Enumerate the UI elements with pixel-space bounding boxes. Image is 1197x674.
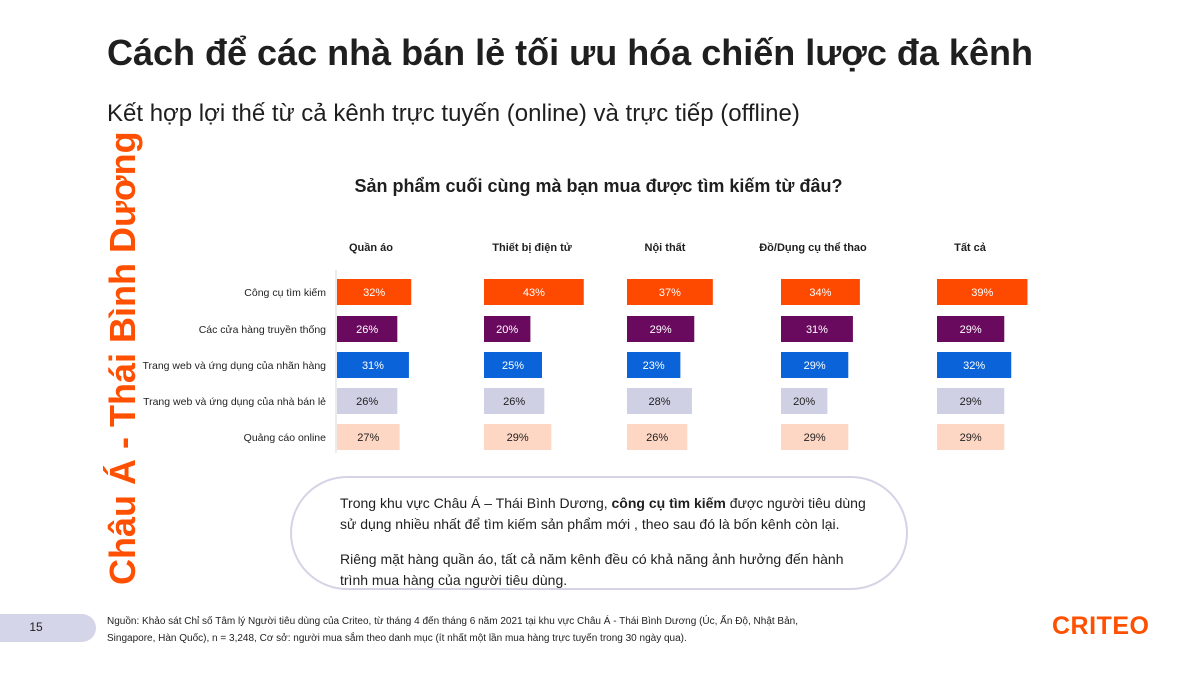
slide-subtitle: Kết hợp lợi thế từ cả kênh trực tuyến (o… — [107, 100, 800, 127]
data-label: 43% — [523, 287, 545, 299]
bar — [484, 352, 542, 378]
bar — [627, 352, 681, 378]
data-label: 29% — [804, 432, 826, 444]
data-label: 29% — [650, 324, 672, 336]
data-label: 29% — [960, 324, 982, 336]
data-label: 37% — [659, 287, 681, 299]
bar — [484, 279, 584, 305]
callout-paragraph-2: Riêng mặt hàng quần áo, tất cả năm kênh … — [340, 551, 844, 588]
bar — [781, 424, 849, 450]
category-label: Các cửa hàng truyền thống — [199, 324, 326, 336]
data-label: 29% — [804, 360, 826, 372]
page-number: 15 — [29, 620, 43, 634]
insight-callout: Trong khu vực Châu Á – Thái Bình Dương, … — [290, 476, 908, 590]
panel-header: Thiết bị điện tử — [492, 242, 571, 254]
bar — [484, 316, 531, 342]
panel-header: Tất cả — [954, 242, 987, 254]
bar — [484, 388, 545, 414]
panel-header: Đồ/Dụng cụ thể thao — [759, 242, 867, 254]
bar — [337, 352, 409, 378]
callout-highlight: công cụ tìm kiếm — [611, 495, 726, 511]
callout-paragraph-1: Trong khu vực Châu Á – Thái Bình Dương, … — [340, 493, 866, 535]
data-label: 34% — [809, 287, 831, 299]
bar — [781, 352, 849, 378]
slide-title: Cách để các nhà bán lẻ tối ưu hóa chiến … — [107, 32, 1033, 73]
data-label: 25% — [502, 360, 524, 372]
bar — [937, 424, 1005, 450]
data-label: 23% — [643, 360, 665, 372]
criteo-logo: CRITEO — [1052, 612, 1150, 640]
data-label: 26% — [646, 432, 668, 444]
bar — [337, 388, 398, 414]
bar — [627, 279, 713, 305]
panel-header: Quần áo — [349, 242, 393, 254]
bar — [937, 352, 1012, 378]
bar — [781, 388, 828, 414]
data-label: 20% — [793, 396, 815, 408]
bar — [627, 388, 692, 414]
callout-text: được người tiêu dùng sử dụng nhiều nhất … — [340, 495, 866, 532]
bar — [337, 316, 398, 342]
bar-chart: Công cụ tìm kiếm Các cửa hàng truyền thốn… — [142, 242, 1028, 453]
bar — [627, 316, 695, 342]
bar — [337, 424, 400, 450]
bar — [937, 388, 1005, 414]
bar — [484, 424, 552, 450]
data-label: 39% — [971, 287, 993, 299]
data-label: 31% — [362, 360, 384, 372]
data-label: 32% — [363, 287, 385, 299]
bar — [337, 279, 412, 305]
data-label: 32% — [963, 360, 985, 372]
page-number-badge: 15 — [0, 614, 96, 642]
data-label: 27% — [357, 432, 379, 444]
callout-text: Trong khu vực Châu Á – Thái Bình Dương, — [340, 495, 612, 511]
data-label: 26% — [356, 396, 378, 408]
bar — [937, 279, 1028, 305]
data-label: 29% — [960, 396, 982, 408]
data-label: 26% — [503, 396, 525, 408]
chart-title: Sản phẩm cuối cùng mà bạn mua được tìm k… — [354, 176, 843, 196]
data-label: 20% — [496, 324, 518, 336]
bar — [781, 316, 853, 342]
source-line-1: Nguồn: Khảo sát Chỉ số Tâm lý Người tiêu… — [107, 616, 799, 627]
data-label: 29% — [507, 432, 529, 444]
category-label: Trang web và ứng dụng của nhà bán lẻ — [143, 396, 326, 408]
data-label: 31% — [806, 324, 828, 336]
category-label: Trang web và ứng dụng của nhãn hàng — [142, 360, 326, 372]
data-label: 29% — [960, 432, 982, 444]
source-line-2: Singapore, Hàn Quốc), n = 3,248, Cơ sở: … — [107, 633, 687, 644]
data-label: 28% — [648, 396, 670, 408]
bar — [937, 316, 1005, 342]
category-label: Công cụ tìm kiếm — [244, 287, 326, 299]
bar — [781, 279, 860, 305]
panel-header: Nội thất — [645, 242, 686, 254]
source-note: Nguồn: Khảo sát Chỉ số Tâm lý Người tiêu… — [107, 613, 827, 647]
category-label: Quảng cáo online — [244, 432, 326, 444]
bar — [627, 424, 688, 450]
data-label: 26% — [356, 324, 378, 336]
